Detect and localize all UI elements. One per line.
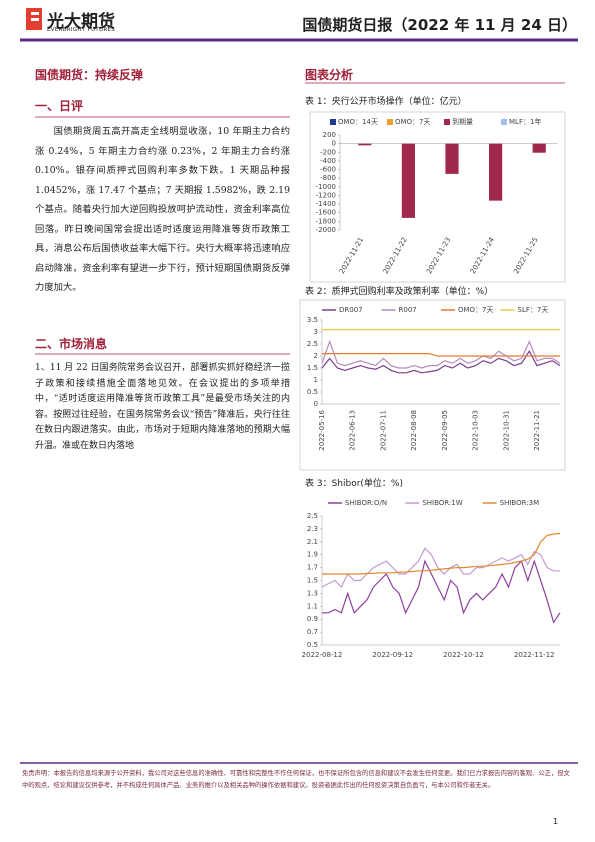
y-tick-label: 200 xyxy=(323,131,336,139)
x-tick-label: 2022-10-31 xyxy=(502,410,510,451)
x-tick-label: 2022-11-24 xyxy=(469,236,497,276)
line-series xyxy=(321,350,561,374)
chart-frame xyxy=(309,111,566,283)
y-tick-label: -200 xyxy=(320,148,336,156)
y-tick-label: -1200 xyxy=(316,191,336,199)
y-tick-label: 1.1 xyxy=(307,602,318,610)
y-tick-label: 2.1 xyxy=(307,538,318,546)
page-number: 1 xyxy=(553,817,559,826)
x-tick-label: 2022-11-22 xyxy=(382,236,409,275)
y-tick-label: 2.5 xyxy=(307,512,318,520)
y-tick-label: 3 xyxy=(314,328,318,336)
y-tick-label: 1.3 xyxy=(307,589,318,597)
x-tick-label: 2022-11-21 xyxy=(533,410,541,451)
bar xyxy=(489,143,503,201)
x-tick-label: 2022-11-12 xyxy=(514,651,555,659)
x-tick-label: 2022-09-12 xyxy=(372,651,413,659)
legend-label: OMO：7天 xyxy=(458,306,494,314)
y-tick-label: 1.9 xyxy=(307,551,318,559)
y-tick-label: 2.3 xyxy=(307,525,318,533)
legend-label: SHIBOR:O/N xyxy=(345,499,387,507)
legend-label: SHIBOR:1W xyxy=(422,499,462,507)
bar xyxy=(532,143,546,153)
chart-frame xyxy=(299,299,566,471)
heading: 国债期货：持续反弹 xyxy=(35,68,144,82)
y-tick-label: 2 xyxy=(314,352,318,360)
x-tick-label: 2022-08-12 xyxy=(302,651,343,659)
legend-label: 到期量 xyxy=(452,118,473,126)
y-tick-label: 1.5 xyxy=(307,577,318,585)
y-tick-label: 0 xyxy=(332,140,336,148)
legend-label: SHIBOR:3M xyxy=(500,499,539,507)
y-tick-label: -400 xyxy=(320,157,336,165)
section-title: 二、市场消息 xyxy=(35,337,108,351)
legend-label: SLF：7天 xyxy=(518,306,549,314)
line-series xyxy=(321,547,560,589)
y-tick-label: -1000 xyxy=(316,183,336,191)
y-tick-label: 0.5 xyxy=(307,388,318,396)
x-tick-label: 2022-05-16 xyxy=(318,409,326,450)
x-tick-label: 2022-10-12 xyxy=(443,651,484,659)
x-tick-label: 2022-09-05 xyxy=(441,410,449,451)
legend-swatch xyxy=(501,119,507,125)
y-tick-label: -600 xyxy=(320,166,336,174)
y-tick-label: 1.5 xyxy=(307,364,318,372)
x-tick-label: 2022-08-08 xyxy=(410,410,418,451)
disclaimer: 免责声明：本报告的信息均来源于公开资料，我公司对这些信息的准确性、可靠性和完整性… xyxy=(22,770,570,789)
y-tick-label: 3.5 xyxy=(307,316,318,324)
bar xyxy=(401,143,415,218)
y-tick-label: 2.5 xyxy=(307,340,318,348)
legend-label: OMO：7天 xyxy=(395,118,431,126)
legend-label: DR007 xyxy=(339,306,363,314)
paragraph: 国债期货周五高开高走全线明显收涨，10 年期主力合约涨 0.24%，5 年期主力… xyxy=(35,126,290,293)
logo-subtext: EVERBRIGHT FUTURES xyxy=(47,27,116,33)
legend-label: OMO：14天 xyxy=(338,118,378,126)
y-tick-label: -800 xyxy=(320,174,336,182)
logo-mark xyxy=(31,18,39,21)
y-tick-label: 0.7 xyxy=(307,628,318,636)
logo-text: 光大期货 xyxy=(47,12,115,32)
legend-label: R007 xyxy=(399,306,417,314)
x-tick-label: 2022-11-21 xyxy=(338,236,365,275)
y-tick-label: -1400 xyxy=(316,200,336,208)
legend-swatch xyxy=(330,119,336,125)
legend-label: MLF：1年 xyxy=(509,117,541,126)
x-tick-label: 2022-11-23 xyxy=(425,236,452,275)
y-tick-label: -1800 xyxy=(316,217,336,225)
chart-caption: 表 3：Shibor(单位：%) xyxy=(305,479,403,489)
report-title: 国债期货日报（2022 年 11 月 24 日） xyxy=(302,16,577,34)
y-tick-label: 0.9 xyxy=(307,615,318,623)
heading: 图表分析 xyxy=(305,68,354,82)
y-tick-label: -2000 xyxy=(316,226,336,234)
chart-caption: 表 2：质押式回购利率及政策利率（单位：%） xyxy=(305,287,494,297)
bar xyxy=(358,143,372,146)
y-tick-label: 1.7 xyxy=(307,564,318,572)
line-series xyxy=(322,353,560,357)
x-tick-label: 2022-10-03 xyxy=(472,410,480,451)
y-tick-label: 0.5 xyxy=(307,641,318,649)
x-tick-label: 2022-06-13 xyxy=(349,410,357,451)
x-tick-label: 2022-11-25 xyxy=(512,236,539,275)
y-tick-label: 0 xyxy=(314,400,318,408)
legend-swatch xyxy=(444,119,450,125)
section-title: 一、日评 xyxy=(35,99,84,113)
logo-mark xyxy=(31,12,39,15)
x-tick-label: 2022-07-11 xyxy=(379,410,387,451)
legend-swatch xyxy=(387,119,393,125)
line-series xyxy=(322,559,561,624)
y-tick-label: -1600 xyxy=(316,209,336,217)
paragraph: 1、11 月 22 日国务院常务会议召开，部署抓实抓好稳经济一揽子政策和接续措施… xyxy=(35,363,290,451)
bar xyxy=(445,143,459,174)
chart-caption: 表 1：央行公开市场操作（单位：亿元） xyxy=(305,97,467,107)
line-series xyxy=(321,339,561,369)
y-tick-label: 1 xyxy=(314,376,318,384)
line-series xyxy=(322,532,561,575)
